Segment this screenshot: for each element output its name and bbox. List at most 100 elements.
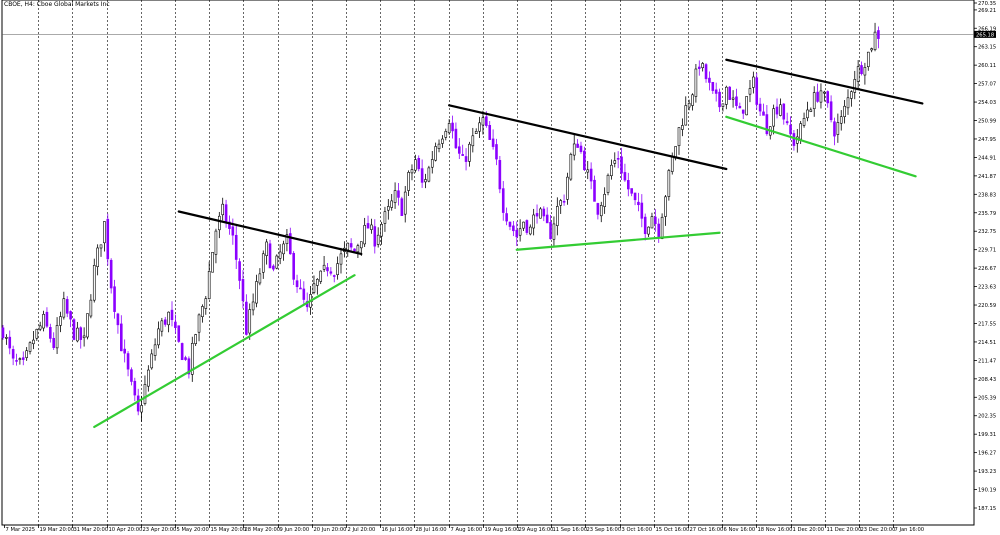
bull-candle — [721, 103, 725, 107]
bull-candle — [441, 138, 444, 144]
x-tick-label: 11 Dec 20:00 — [827, 527, 862, 533]
y-tick-label: 250.99 — [978, 119, 996, 125]
bull-candle — [569, 154, 573, 180]
resistance-trendline — [725, 58, 924, 105]
y-tick-label: 238.83 — [978, 192, 996, 198]
bull-candle — [89, 299, 93, 317]
x-tick-label: 2 Jul 20:00 — [348, 527, 376, 533]
bear-candle — [498, 160, 502, 190]
bear-candle — [177, 325, 181, 342]
x-tick-label: 28 May 20:00 — [245, 527, 281, 533]
bear-candle — [515, 229, 519, 238]
bull-candle — [410, 169, 414, 174]
x-tick-label: 23 Sep 16:00 — [587, 527, 622, 533]
y-tick-label: 244.91 — [978, 155, 996, 161]
bull-candle — [610, 164, 613, 177]
bear-candle — [505, 213, 508, 222]
bull-candle — [55, 325, 59, 349]
x-tick-label: 3 Oct 16:00 — [622, 527, 653, 533]
bear-candle — [295, 280, 299, 288]
bull-candle — [82, 335, 86, 339]
y-tick-label: 190.19 — [978, 488, 996, 494]
bull-candle — [32, 339, 35, 345]
bull-candle — [468, 143, 471, 162]
bull-candle — [866, 51, 870, 67]
bear-candle — [596, 203, 600, 215]
resistance-trendline — [448, 104, 728, 171]
bear-candle — [349, 243, 353, 248]
bear-candle — [123, 348, 126, 354]
bear-candle — [633, 192, 637, 201]
bull-candle — [572, 143, 576, 156]
x-tick-label: 23 Apr 20:00 — [143, 527, 177, 533]
bull-candle — [647, 226, 650, 235]
bear-candle — [593, 179, 596, 202]
y-tick-label: 270.35 — [978, 1, 996, 7]
bull-candle — [363, 225, 366, 245]
bull-candle — [251, 301, 255, 311]
bull-candle — [339, 253, 343, 265]
bear-candle — [545, 214, 549, 224]
bull-candle — [76, 327, 79, 342]
bull-candle — [447, 123, 451, 134]
bear-candle — [400, 198, 404, 216]
bear-candle — [657, 223, 661, 238]
support-trendline — [93, 274, 356, 429]
bull-candle — [522, 221, 525, 229]
bull-candle — [278, 251, 282, 259]
bull-candle — [802, 118, 806, 126]
y-tick-label: 232.75 — [978, 229, 996, 235]
bull-candle — [370, 224, 373, 230]
bear-candle — [508, 221, 512, 227]
bull-candle — [204, 298, 208, 309]
bear-candle — [457, 146, 461, 154]
bull-candle — [414, 159, 417, 171]
bull-candle — [62, 298, 66, 318]
bull-candle — [282, 243, 285, 255]
bear-candle — [755, 77, 759, 105]
bear-candle — [126, 353, 130, 370]
bull-candle — [167, 311, 170, 326]
x-tick-label: 28 Jul 16:00 — [416, 527, 447, 533]
bull-candle — [532, 214, 535, 229]
y-tick-label: 214.51 — [978, 340, 996, 346]
bull-candle — [772, 108, 775, 127]
bear-candle — [877, 30, 880, 39]
bull-candle — [606, 174, 610, 193]
bear-candle — [464, 156, 468, 162]
bull-candle — [731, 97, 735, 100]
bull-candle — [681, 125, 684, 130]
bear-candle — [241, 279, 245, 302]
x-tick-label: 11 Sep 16:00 — [553, 527, 588, 533]
x-tick-label: 15 Oct 16:00 — [656, 527, 690, 533]
bear-candle — [174, 321, 177, 328]
bear-candle — [549, 222, 552, 240]
bear-candle — [120, 323, 123, 352]
bear-candle — [184, 357, 187, 360]
bull-candle — [691, 94, 694, 106]
bear-candle — [623, 172, 627, 181]
bear-candle — [397, 190, 400, 198]
bull-candle — [528, 226, 532, 235]
bear-candle — [735, 96, 738, 106]
bear-candle — [829, 101, 833, 121]
bear-candle — [782, 103, 786, 120]
bull-candle — [823, 91, 826, 94]
x-tick-label: 6 Nov 16:00 — [724, 527, 756, 533]
bull-candle — [248, 309, 252, 334]
bull-candle — [207, 271, 211, 300]
bear-candle — [704, 64, 708, 80]
y-tick-label: 257.07 — [978, 82, 996, 88]
bear-candle — [640, 202, 644, 219]
bear-candle — [714, 89, 718, 94]
x-tick-label: 9 Jun 20:00 — [280, 527, 310, 533]
bear-candle — [163, 319, 167, 325]
bear-candle — [697, 66, 701, 69]
bear-candle — [762, 111, 765, 116]
bull-candle — [850, 91, 853, 99]
bull-candle — [434, 146, 437, 161]
bear-candle — [711, 81, 715, 91]
bull-candle — [265, 241, 268, 256]
bull-candle — [157, 328, 160, 346]
bear-candle — [133, 380, 137, 396]
